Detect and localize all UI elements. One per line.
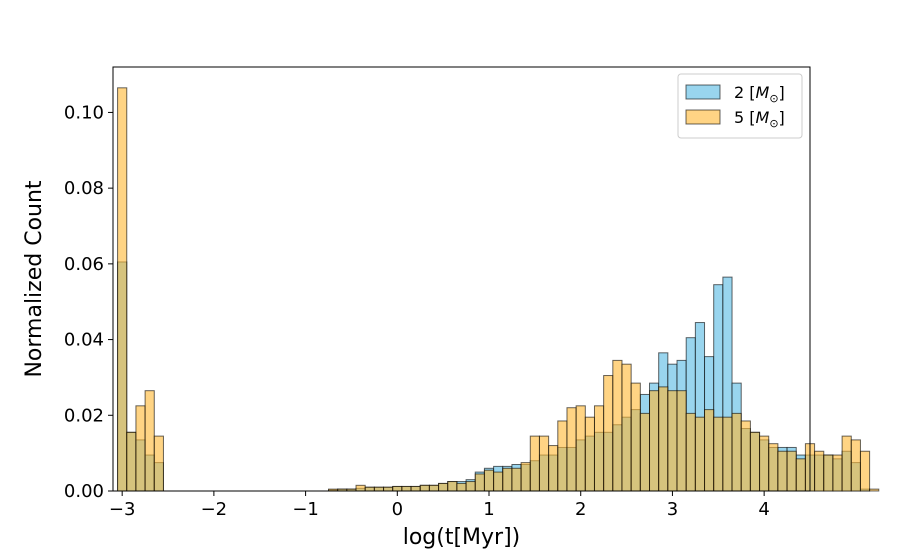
legend-label-sub: ⊙ [769,117,778,130]
bar-series-2 [529,435,540,492]
bar-series-2 [639,412,651,492]
legend-label-base: 2 [ [734,83,756,102]
bar-series-2 [438,482,449,492]
bar-series-2 [713,416,724,492]
bar-series-2 [373,486,385,492]
bar-series-2 [135,405,146,492]
bar-series-2 [520,462,531,492]
bar-series-2 [685,412,696,492]
bar-series-2 [832,454,843,492]
bar-series-2 [483,469,495,492]
bar-series-2 [548,445,559,492]
x-tick-label: 1 [483,499,494,520]
bar-series-2 [740,420,751,492]
bar-series-2 [667,390,678,492]
bar-series-2 [722,416,733,492]
legend-label: 5 [M⊙] [734,108,785,130]
series-2-bars [117,87,880,492]
bar-series-2 [658,386,669,492]
bar-series-2 [566,407,577,492]
bar-series-2 [447,481,458,492]
bar-series-2 [786,450,797,492]
bar-series-2 [859,450,871,492]
legend-swatch [685,109,721,125]
axes-layer: −3 −2 −1 0 1 2 3 4 0.00 0.02 0.04 0.06 0.08 0.10 [64,66,811,520]
bar-series-2 [364,486,375,492]
bar-series-2 [823,454,834,492]
bar-series-2 [841,435,852,492]
x-tick-label: 0 [392,499,403,520]
bar-series-2 [428,484,440,492]
y-axis-label: Normalized Count [22,180,47,377]
bar-series-2 [777,450,788,492]
legend-label-symbol: M [756,83,770,102]
bar-series-2 [456,482,467,492]
bar-series-2 [502,467,513,492]
x-tick-label: 2 [575,499,586,520]
bar-series-2 [493,471,504,492]
bar-series-2 [768,443,779,492]
bar-series-2 [759,435,770,492]
legend-label: 2 [M⊙] [734,83,785,105]
x-tick-label: −1 [292,499,319,520]
bar-series-2 [153,435,164,492]
bar-series-2 [410,485,421,492]
legend-label-sub: ⊙ [769,92,778,105]
y-tick-label: 0.08 [64,178,104,199]
y-tick-label: 0.00 [64,481,104,502]
bar-series-2 [649,390,660,492]
bar-series-2 [419,484,430,492]
y-tick-label: 0.04 [64,330,104,351]
bars-layer [117,87,880,492]
x-axis-label: log(t[Myr]) [403,525,521,550]
x-tick-label: −2 [201,499,228,520]
legend-label-symbol: M [756,108,770,127]
bar-series-2 [575,405,586,492]
bar-series-2 [117,87,128,492]
bar-series-2 [392,485,403,492]
legend: 2 [M⊙]5 [M⊙] [677,73,803,139]
bar-series-2 [850,439,861,492]
bar-series-2 [869,488,880,492]
bar-series-2 [603,375,614,492]
plot-frame [112,66,811,492]
x-tick-label: 3 [667,499,678,520]
bar-series-2 [584,416,595,492]
bar-series-2 [474,473,485,492]
bar-series-2 [593,405,605,492]
bar-series-2 [538,435,550,492]
bar-series-2 [401,485,412,492]
bar-series-2 [355,484,366,492]
x-tick-label: −3 [109,499,136,520]
y-tick-label: 0.10 [64,102,104,123]
bar-series-2 [621,363,632,492]
bar-series-2 [144,390,155,492]
legend-label-end: ] [779,108,785,127]
legend-swatch [685,84,721,100]
bar-series-2 [749,431,761,492]
y-tick-label: 0.02 [64,405,104,426]
bar-series-2 [630,382,641,492]
bar-series-2 [383,486,394,492]
bar-series-2 [731,412,742,492]
bar-series-2 [126,431,137,492]
bar-series-2 [511,467,522,492]
bar-series-2 [676,390,687,492]
bar-series-2 [704,409,715,492]
legend-label-base: 5 [ [734,108,756,127]
bar-series-2 [465,481,476,492]
bar-series-2 [694,416,706,492]
legend-label-end: ] [779,83,785,102]
bar-series-2 [814,450,825,492]
x-tick-label: 4 [758,499,769,520]
bar-series-2 [795,458,806,492]
y-tick-label: 0.06 [64,254,104,275]
bar-series-2 [612,359,623,492]
bar-series-2 [557,420,568,492]
